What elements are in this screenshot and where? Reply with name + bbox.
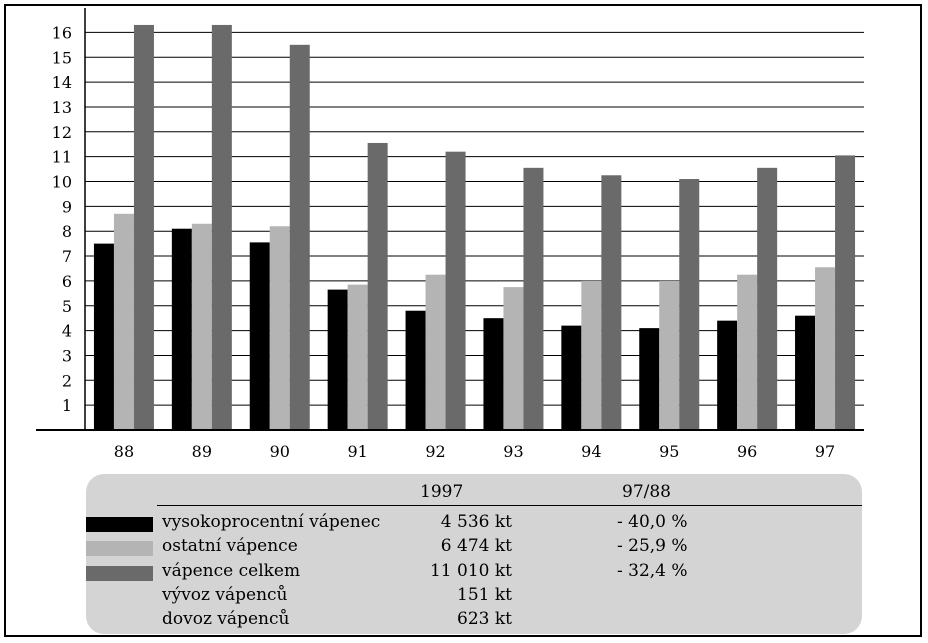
- bar: [191, 223, 212, 430]
- legend-value-vysokoprocentni: 4 536 kt: [440, 512, 512, 532]
- x-tick-label: 97: [815, 442, 835, 461]
- bar: [445, 151, 466, 430]
- bar: [601, 175, 622, 430]
- bar: [171, 228, 192, 430]
- x-tick-label: 90: [270, 442, 290, 461]
- y-tick-label: 9: [62, 197, 72, 216]
- bar: [113, 213, 134, 430]
- bar: [289, 44, 310, 430]
- bar: [367, 142, 388, 431]
- y-tick-label: 2: [62, 371, 72, 390]
- legend-header-rule: [157, 505, 862, 506]
- bar: [93, 243, 114, 430]
- bar: [133, 24, 154, 430]
- legend-label-vyvoz: vývoz vápenců: [162, 585, 288, 605]
- legend-ratio-ostatni: - 25,9 %: [617, 536, 688, 556]
- legend-swatch-vysokoprocentni: [86, 517, 153, 532]
- axes: [36, 8, 864, 431]
- bar: [815, 267, 836, 430]
- y-tick-label: 7: [62, 247, 72, 266]
- x-tick-label: 89: [192, 442, 212, 461]
- bar: [561, 325, 582, 430]
- bar: [425, 274, 446, 430]
- bar: [639, 328, 660, 430]
- x-tick-label: 88: [114, 442, 134, 461]
- legend-swatch-ostatni: [86, 541, 153, 556]
- bar: [523, 167, 544, 430]
- bar: [757, 167, 778, 430]
- x-tick-label: 95: [659, 442, 679, 461]
- bar: [717, 320, 738, 430]
- x-tick-label: 96: [737, 442, 757, 461]
- bar: [795, 315, 816, 430]
- y-tick-label: 3: [62, 346, 72, 365]
- bar: [327, 289, 348, 430]
- bar: [483, 318, 504, 430]
- y-tick-label: 8: [62, 222, 72, 241]
- legend-value-ostatni: 6 474 kt: [440, 536, 512, 556]
- x-tick-label: 92: [425, 442, 445, 461]
- legend-ratio-vysokoprocentni: - 40,0 %: [617, 512, 688, 532]
- bar: [835, 155, 856, 430]
- bar: [503, 287, 524, 430]
- x-tick-label: 94: [581, 442, 601, 461]
- bar: [737, 274, 758, 430]
- bars: [93, 24, 856, 431]
- legend-panel: [86, 474, 862, 634]
- y-tick-label: 15: [52, 48, 72, 67]
- bar: [659, 280, 680, 430]
- legend-header-1997: 1997: [420, 482, 464, 502]
- y-tick-label: 16: [52, 23, 72, 42]
- y-tick-label: 5: [62, 297, 72, 316]
- bar: [211, 24, 232, 430]
- y-tick-label: 1: [62, 396, 72, 415]
- legend-label-vysokoprocentni: vysokoprocentní vápenec: [162, 512, 381, 532]
- bar: [405, 310, 426, 430]
- bar: [581, 280, 602, 430]
- legend-swatch-celkem: [86, 566, 153, 581]
- legend-value-vyvoz: 151 kt: [457, 585, 512, 605]
- y-tick-label: 12: [52, 123, 72, 142]
- y-tick-label: 13: [52, 98, 72, 117]
- x-tick-label: 93: [503, 442, 523, 461]
- legend-header-ratio: 97/88: [622, 482, 671, 502]
- y-tick-label: 6: [62, 272, 72, 291]
- bar: [269, 226, 290, 430]
- y-tick-label: 4: [62, 322, 72, 341]
- bar: [679, 179, 700, 430]
- bar: [249, 242, 270, 430]
- legend-value-celkem: 11 010 kt: [429, 561, 512, 581]
- legend-label-celkem: vápence celkem: [162, 561, 301, 581]
- y-tick-label: 10: [52, 173, 72, 192]
- y-tick-label: 11: [52, 148, 72, 167]
- y-tick-label: 14: [52, 73, 72, 92]
- legend-label-ostatni: ostatní vápence: [162, 536, 298, 556]
- bar: [347, 284, 368, 430]
- legend-label-dovoz: dovoz vápenců: [162, 609, 290, 629]
- x-tick-label: 91: [347, 442, 367, 461]
- legend-ratio-celkem: - 32,4 %: [617, 561, 688, 581]
- legend-value-dovoz: 623 kt: [457, 609, 512, 629]
